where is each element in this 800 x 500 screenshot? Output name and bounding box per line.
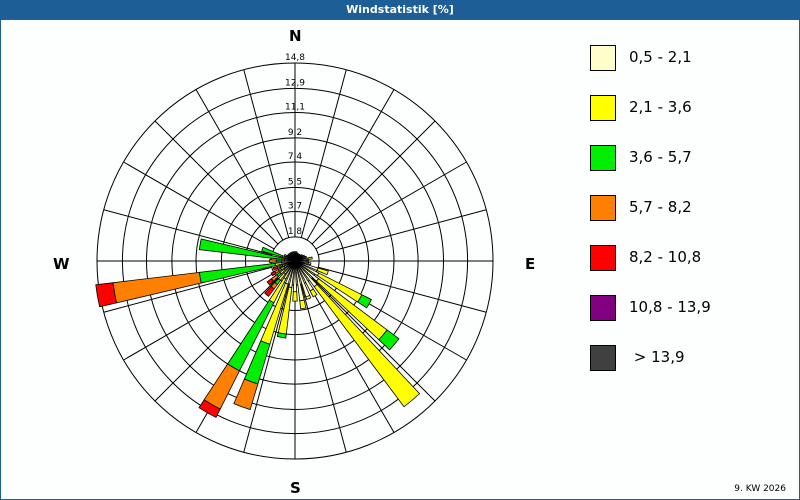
legend-swatch — [590, 145, 616, 171]
polar-grid — [96, 62, 494, 460]
svg-text:11,1: 11,1 — [285, 103, 305, 113]
legend-item-3: 5,7 - 8,2 — [590, 195, 790, 221]
svg-text:7,4: 7,4 — [288, 152, 303, 162]
svg-text:9,2: 9,2 — [288, 128, 302, 138]
legend-label: 2,1 - 3,6 — [629, 98, 692, 116]
legend-label: 8,2 - 10,8 — [629, 248, 702, 266]
legend-item-2: 3,6 - 5,7 — [590, 145, 790, 171]
svg-text:14,8: 14,8 — [285, 53, 305, 63]
legend-label: 5,7 - 8,2 — [629, 198, 692, 216]
compass-south-label: S — [290, 479, 301, 497]
week-label: 9. KW 2026 — [734, 484, 786, 494]
legend-item-1: 2,1 - 3,6 — [590, 95, 790, 121]
legend-swatch — [590, 45, 616, 71]
wind-rose-chart: 1,8 3,7 5,5 7,4 9,2 11,1 12,9 14,8 — [95, 53, 494, 460]
compass-east-label: E — [525, 255, 536, 273]
svg-text:5,5: 5,5 — [288, 177, 302, 187]
radial-tick-labels: 1,8 3,7 5,5 7,4 9,2 11,1 12,9 14,8 — [285, 53, 305, 237]
legend-item-4: 8,2 - 10,8 — [590, 245, 790, 271]
svg-text:3,7: 3,7 — [288, 202, 302, 212]
legend-swatch — [590, 295, 616, 321]
svg-text:12,9: 12,9 — [285, 78, 305, 88]
legend-label: > 13,9 — [629, 348, 685, 366]
legend-swatch — [590, 195, 616, 221]
legend-label: 3,6 - 5,7 — [629, 148, 692, 166]
window-title: Windstatistik [%] — [0, 0, 800, 20]
compass-west-label: W — [53, 255, 70, 273]
legend-swatch — [590, 345, 616, 371]
legend-label: 10,8 - 13,9 — [629, 298, 711, 316]
legend-swatch — [590, 245, 616, 271]
legend-swatch — [590, 95, 616, 121]
legend-item-5: 10,8 - 13,9 — [590, 295, 790, 321]
compass-north-label: N — [289, 27, 302, 45]
legend-item-0: 0,5 - 2,1 — [590, 45, 790, 71]
wind-rose-bars — [95, 238, 421, 418]
svg-text:1,8: 1,8 — [288, 227, 303, 237]
legend-label: 0,5 - 2,1 — [629, 48, 692, 66]
legend-item-6: > 13,9 — [590, 345, 790, 371]
